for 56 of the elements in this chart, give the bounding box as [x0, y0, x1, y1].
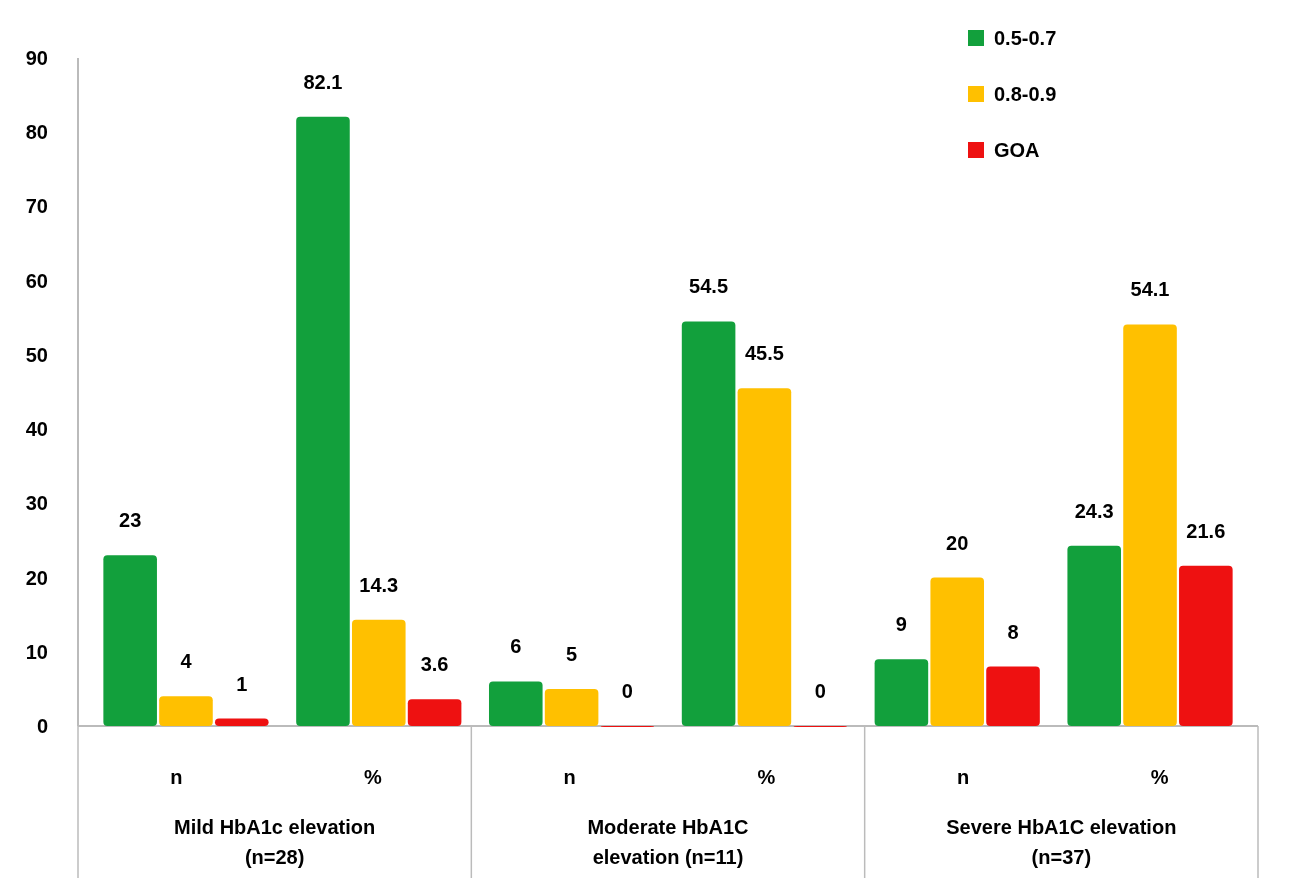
y-tick-label: 80: [25, 121, 48, 144]
x-tick-label: n: [170, 766, 183, 788]
bar: [874, 659, 929, 726]
y-tick-label: 30: [25, 492, 48, 515]
text: Severe HbA1C elevation (n=37): [946, 816, 1177, 868]
data-label: 23: [119, 509, 142, 532]
data-label: 0: [621, 680, 633, 702]
data-label: 6: [510, 635, 522, 658]
bar: [407, 699, 462, 726]
bar: [159, 696, 213, 726]
data-label: 9: [895, 613, 907, 636]
x-tick-label: n: [956, 766, 970, 788]
bar: [103, 555, 157, 726]
y-tick-label: 60: [25, 269, 48, 292]
data-label: 82.1: [303, 70, 343, 93]
y-tick-label: 10: [25, 640, 48, 663]
data-label: 24.3: [1074, 499, 1114, 522]
bar: [986, 666, 1040, 726]
data-label: 8: [1007, 620, 1019, 643]
bar: [737, 388, 792, 726]
data-label: 1: [236, 672, 248, 695]
y-tick-label: 40: [25, 418, 48, 441]
data-label: 45.5: [744, 342, 784, 365]
bar: [1067, 545, 1121, 726]
bar: [1123, 324, 1177, 726]
bar: [930, 577, 985, 726]
y-tick-label: 50: [25, 343, 48, 366]
data-label: 4: [180, 650, 193, 673]
bar: [351, 619, 406, 726]
data-label: 0: [814, 680, 826, 702]
x-tick-label: n: [563, 766, 576, 788]
y-tick-label: 70: [25, 195, 48, 218]
x-tick-label: %: [1150, 766, 1169, 788]
data-label: 14.3: [359, 573, 399, 596]
bar: [681, 321, 736, 726]
bar: [1179, 565, 1233, 726]
data-label: 21.6: [1186, 519, 1226, 542]
bar: [544, 688, 599, 726]
bar: [296, 116, 350, 726]
bar: [488, 681, 543, 726]
data-label: 3.6: [420, 653, 449, 676]
data-label: 20: [946, 531, 969, 554]
x-tick-label: %: [364, 766, 383, 788]
data-label: 54.1: [1130, 278, 1170, 301]
text: Moderate HbA1C elevation (n=11): [587, 816, 749, 868]
data-label: 5: [566, 642, 578, 665]
text: Mild HbA1c elevation (n=28): [174, 816, 376, 868]
legend-label: 0.5-0.7: [994, 27, 1057, 49]
legend-label: GOA: [994, 139, 1040, 161]
y-tick-label: 90: [25, 47, 48, 69]
bar: [215, 718, 269, 726]
y-tick-label: 20: [25, 566, 48, 589]
legend-label: 0.8-0.9: [994, 83, 1057, 105]
x-tick-label: %: [757, 766, 776, 788]
data-label: 54.5: [689, 275, 729, 298]
y-tick-label: 0: [36, 715, 48, 737]
